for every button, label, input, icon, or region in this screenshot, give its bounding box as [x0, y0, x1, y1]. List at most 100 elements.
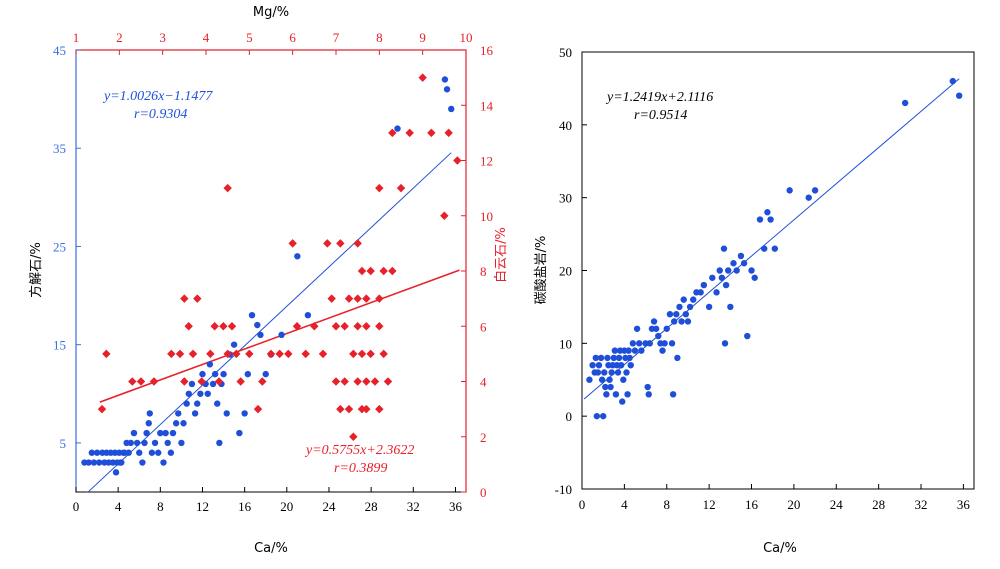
left-bottom-x-ticks: 0 4 8 12 16 20 24 28 32 36 [73, 487, 462, 514]
y-tick-label: 5 [60, 436, 67, 451]
dolomite-point [128, 377, 137, 386]
dolomite-point [357, 349, 367, 359]
calcite-point [139, 459, 146, 466]
dolomite-point [353, 322, 362, 331]
dolomite-point [353, 377, 362, 386]
dolomite-point [97, 404, 107, 414]
calcite-point [441, 76, 449, 83]
y-tick-label: 50 [559, 45, 572, 60]
carbonate-point [599, 412, 607, 420]
x-tick-label: 28 [872, 497, 885, 512]
right-y-tick-label: 8 [480, 264, 487, 279]
dolomite-point [349, 349, 358, 359]
calcite-point [133, 439, 141, 447]
top-x-tick-label: 2 [116, 30, 123, 45]
dolomite-point [258, 377, 267, 386]
calcite-fit-r: r=0.9304 [134, 107, 187, 122]
dolomite-point [349, 432, 358, 441]
x-tick-label: 4 [115, 499, 122, 514]
y-tick-label: 20 [559, 264, 572, 279]
carbonate-point [730, 260, 737, 267]
calcite-point [90, 459, 98, 466]
carbonate-point [601, 369, 608, 376]
carbonate-point [608, 369, 615, 376]
top-x-tick-label: 5 [246, 30, 253, 45]
calcite-point [211, 370, 219, 378]
dolomite-point [288, 239, 297, 248]
left-top-x-ticks: 1 2 3 4 5 6 7 8 9 10 [73, 30, 473, 55]
carbonate-point [625, 347, 632, 354]
calcite-point [88, 449, 96, 456]
dolomite-point [331, 377, 341, 386]
carbonate-point [646, 340, 654, 347]
calcite-point [254, 321, 261, 329]
left-x-axis-label: Ca/% [254, 541, 288, 556]
top-x-tick-label: 6 [289, 30, 296, 45]
carbonate-point [644, 383, 651, 391]
calcite-point [148, 449, 156, 456]
top-x-tick-label: 3 [159, 30, 166, 45]
carbonate-point [716, 267, 723, 274]
dolomite-point [340, 322, 349, 331]
right-y-tick-label: 4 [480, 375, 487, 390]
dolomite-point [444, 128, 453, 138]
carbonate-point [610, 354, 617, 362]
y-tick-label: -10 [555, 482, 572, 497]
dolomite-point [405, 128, 414, 138]
x-tick-label: 8 [157, 499, 164, 514]
calcite-point [183, 400, 190, 407]
carbonate-point [626, 354, 633, 362]
dolomite-point [453, 156, 462, 165]
right-y-tick-label: 6 [480, 319, 487, 334]
carbonate-point [623, 369, 630, 376]
right-y-tick-label: 0 [480, 485, 487, 500]
carbonate-point [901, 99, 909, 107]
carbonate-point [650, 318, 658, 325]
dolomite-point [344, 294, 354, 303]
y-tick-label: 30 [559, 191, 572, 206]
calcite-points [81, 76, 455, 476]
calcite-point [127, 439, 135, 447]
dolomite-point [193, 294, 202, 303]
right-chart-y-axis-label: 碳酸盐岩/% [534, 236, 549, 305]
carbonate-point [602, 383, 609, 391]
carbonate-fit-r: r=0.9514 [634, 108, 687, 123]
y-tick-label: 45 [53, 43, 66, 58]
carbonate-point [592, 354, 599, 362]
carbonate-point [638, 347, 645, 354]
carbonate-point [682, 311, 690, 318]
carbonate-points [586, 77, 963, 420]
dolomite-point [388, 266, 397, 276]
carbonate-point [676, 303, 683, 311]
carbonate-point [670, 318, 678, 325]
y-tick-label: 15 [53, 338, 66, 353]
dolomite-point [366, 266, 375, 276]
carbonate-point [771, 245, 779, 252]
calcite-point [175, 410, 182, 417]
carbonate-point [725, 267, 732, 274]
dolomite-point [353, 239, 362, 248]
top-x-tick-label: 4 [203, 30, 210, 45]
calcite-point [95, 459, 103, 466]
carbonate-point [678, 318, 685, 325]
dolomite-point [236, 377, 245, 386]
calcite-point [257, 331, 264, 339]
carbonate-point [629, 340, 637, 347]
x-tick-label: 24 [322, 499, 336, 514]
carbonate-point [718, 274, 726, 281]
calcite-point [214, 400, 221, 407]
calcite-point [155, 449, 162, 456]
y-tick-label: 35 [53, 141, 66, 156]
calcite-point [294, 253, 301, 260]
dolomite-point [344, 404, 354, 414]
dolomite-point [379, 349, 388, 359]
top-x-tick-label: 7 [333, 30, 340, 45]
dolomite-point [223, 349, 232, 359]
dolomite-point [362, 377, 371, 386]
dolomite-point [184, 322, 193, 331]
carbonate-point [611, 347, 619, 354]
dolomite-point [336, 404, 345, 414]
carbonate-point [805, 194, 812, 201]
dolomite-point [427, 128, 436, 138]
